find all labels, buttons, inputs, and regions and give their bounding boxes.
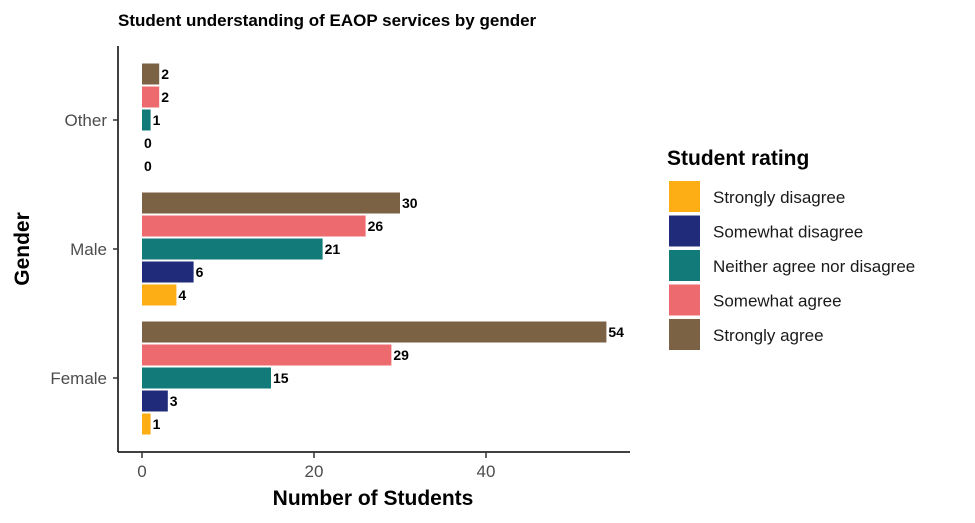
data-label-other-strongly-disagree: 0 [144,158,152,174]
y-tick-label-female: Female [50,369,107,388]
bar-other-somewhat-agree [142,86,160,108]
bar-female-strongly-disagree [142,413,151,435]
legend-title: Student rating [667,147,809,170]
legend-key-strongly-disagree [669,181,700,212]
data-label-male-neither-agree-nor-disagree: 21 [325,241,341,257]
bar-female-strongly-agree [142,321,607,343]
legend-label-strongly-agree: Strongly agree [713,326,824,345]
legend-key-somewhat-disagree [669,215,700,247]
bar-male-neither-agree-nor-disagree [142,238,323,260]
legend-key-strongly-agree [669,319,700,350]
bar-female-somewhat-agree [142,344,392,366]
data-label-other-neither-agree-nor-disagree: 1 [153,112,161,128]
data-label-male-somewhat-disagree: 6 [196,264,204,280]
data-label-other-somewhat-disagree: 0 [144,135,152,151]
bar-male-strongly-disagree [142,284,177,306]
legend-key-somewhat-agree [669,284,700,316]
y-axis-ticks: Female Male Other [50,111,118,388]
data-label-female-somewhat-agree: 29 [393,347,409,363]
legend-label-strongly-disagree: Strongly disagree [713,188,845,207]
bar-male-somewhat-disagree [142,261,194,283]
bar-other-neither-agree-nor-disagree [142,109,151,131]
bar-male-strongly-agree [142,192,400,214]
x-tick-label: 40 [477,462,496,481]
x-axis-ticks: 0 20 40 [137,452,495,481]
y-tick-label-other: Other [64,111,107,130]
bar-female-neither-agree-nor-disagree [142,367,271,389]
legend-key-neither-agree-nor-disagree [669,250,700,281]
x-tick-label: 20 [305,462,324,481]
data-label-female-strongly-agree: 54 [608,324,624,340]
data-label-female-strongly-disagree: 1 [153,416,161,432]
data-label-other-somewhat-agree: 2 [161,89,169,105]
bar-male-somewhat-agree [142,215,366,237]
bar-other-strongly-agree [142,63,160,85]
data-label-other-strongly-agree: 2 [161,66,169,82]
legend-label-neither-agree-nor-disagree: Neither agree nor disagree [713,257,915,276]
x-tick-label: 0 [137,462,146,481]
bar-female-somewhat-disagree [142,390,168,412]
legend-label-somewhat-disagree: Somewhat disagree [713,223,863,242]
data-label-male-somewhat-agree: 26 [368,218,384,234]
x-axis-title: Number of Students [273,487,474,510]
data-label-female-somewhat-disagree: 3 [170,393,178,409]
y-tick-label-male: Male [70,240,107,259]
data-label-female-neither-agree-nor-disagree: 15 [273,370,289,386]
y-axis-title: Gender [11,212,34,286]
legend-label-somewhat-agree: Somewhat agree [713,292,842,311]
data-label-male-strongly-agree: 30 [402,195,418,211]
chart-title: Student understanding of EAOP services b… [118,11,537,30]
data-label-male-strongly-disagree: 4 [178,287,186,303]
legend: Student rating Strongly disagree Somewhat… [667,147,915,350]
